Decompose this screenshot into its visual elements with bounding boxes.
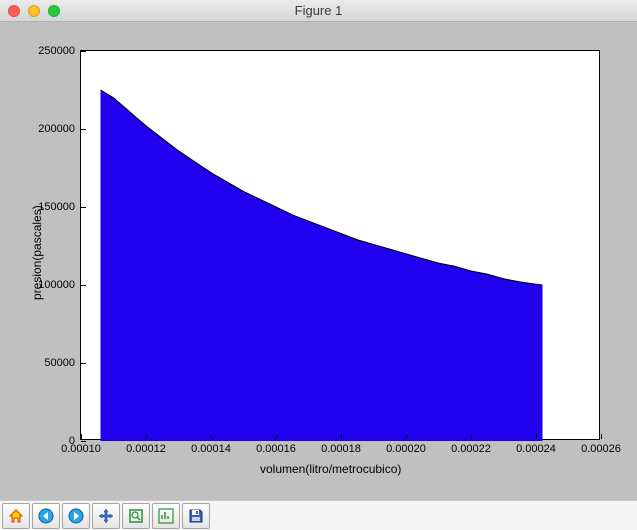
titlebar: Figure 1 [0, 0, 637, 22]
y-axis-label: presion(pascales) [30, 205, 44, 300]
save-icon [187, 507, 205, 525]
pan-button[interactable] [92, 503, 120, 529]
window-title: Figure 1 [0, 3, 637, 18]
figure-canvas: 0500001000001500002000002500000.000100.0… [0, 22, 637, 500]
zoom-button[interactable] [122, 503, 150, 529]
x-tick-label: 0.00022 [451, 443, 491, 455]
area-chart [81, 51, 601, 441]
forward-button[interactable] [62, 503, 90, 529]
x-tick-label: 0.00018 [321, 443, 361, 455]
x-tick-label: 0.00024 [516, 443, 556, 455]
save-button[interactable] [182, 503, 210, 529]
chart-axes: 0500001000001500002000002500000.000100.0… [80, 50, 600, 440]
toolbar [0, 500, 637, 530]
pan-icon [97, 507, 115, 525]
back-icon [37, 507, 55, 525]
x-axis-label: volumen(litro/metrocubico) [260, 462, 401, 476]
y-tick-label: 200000 [38, 123, 75, 135]
x-tick-label: 0.00010 [61, 443, 101, 455]
x-tick-label: 0.00026 [581, 443, 621, 455]
x-tick-label: 0.00014 [191, 443, 231, 455]
x-tick-label: 0.00016 [256, 443, 296, 455]
traffic-lights [0, 5, 60, 17]
zoom-icon [127, 507, 145, 525]
home-icon [7, 507, 25, 525]
x-tick-label: 0.00012 [126, 443, 166, 455]
forward-icon [67, 507, 85, 525]
close-icon[interactable] [8, 5, 20, 17]
y-tick-label: 50000 [44, 357, 75, 369]
home-button[interactable] [2, 503, 30, 529]
x-tick-label: 0.00020 [386, 443, 426, 455]
subplots-icon [157, 507, 175, 525]
back-button[interactable] [32, 503, 60, 529]
y-tick-label: 250000 [38, 45, 75, 57]
zoom-window-icon[interactable] [48, 5, 60, 17]
subplots-button[interactable] [152, 503, 180, 529]
minimize-icon[interactable] [28, 5, 40, 17]
